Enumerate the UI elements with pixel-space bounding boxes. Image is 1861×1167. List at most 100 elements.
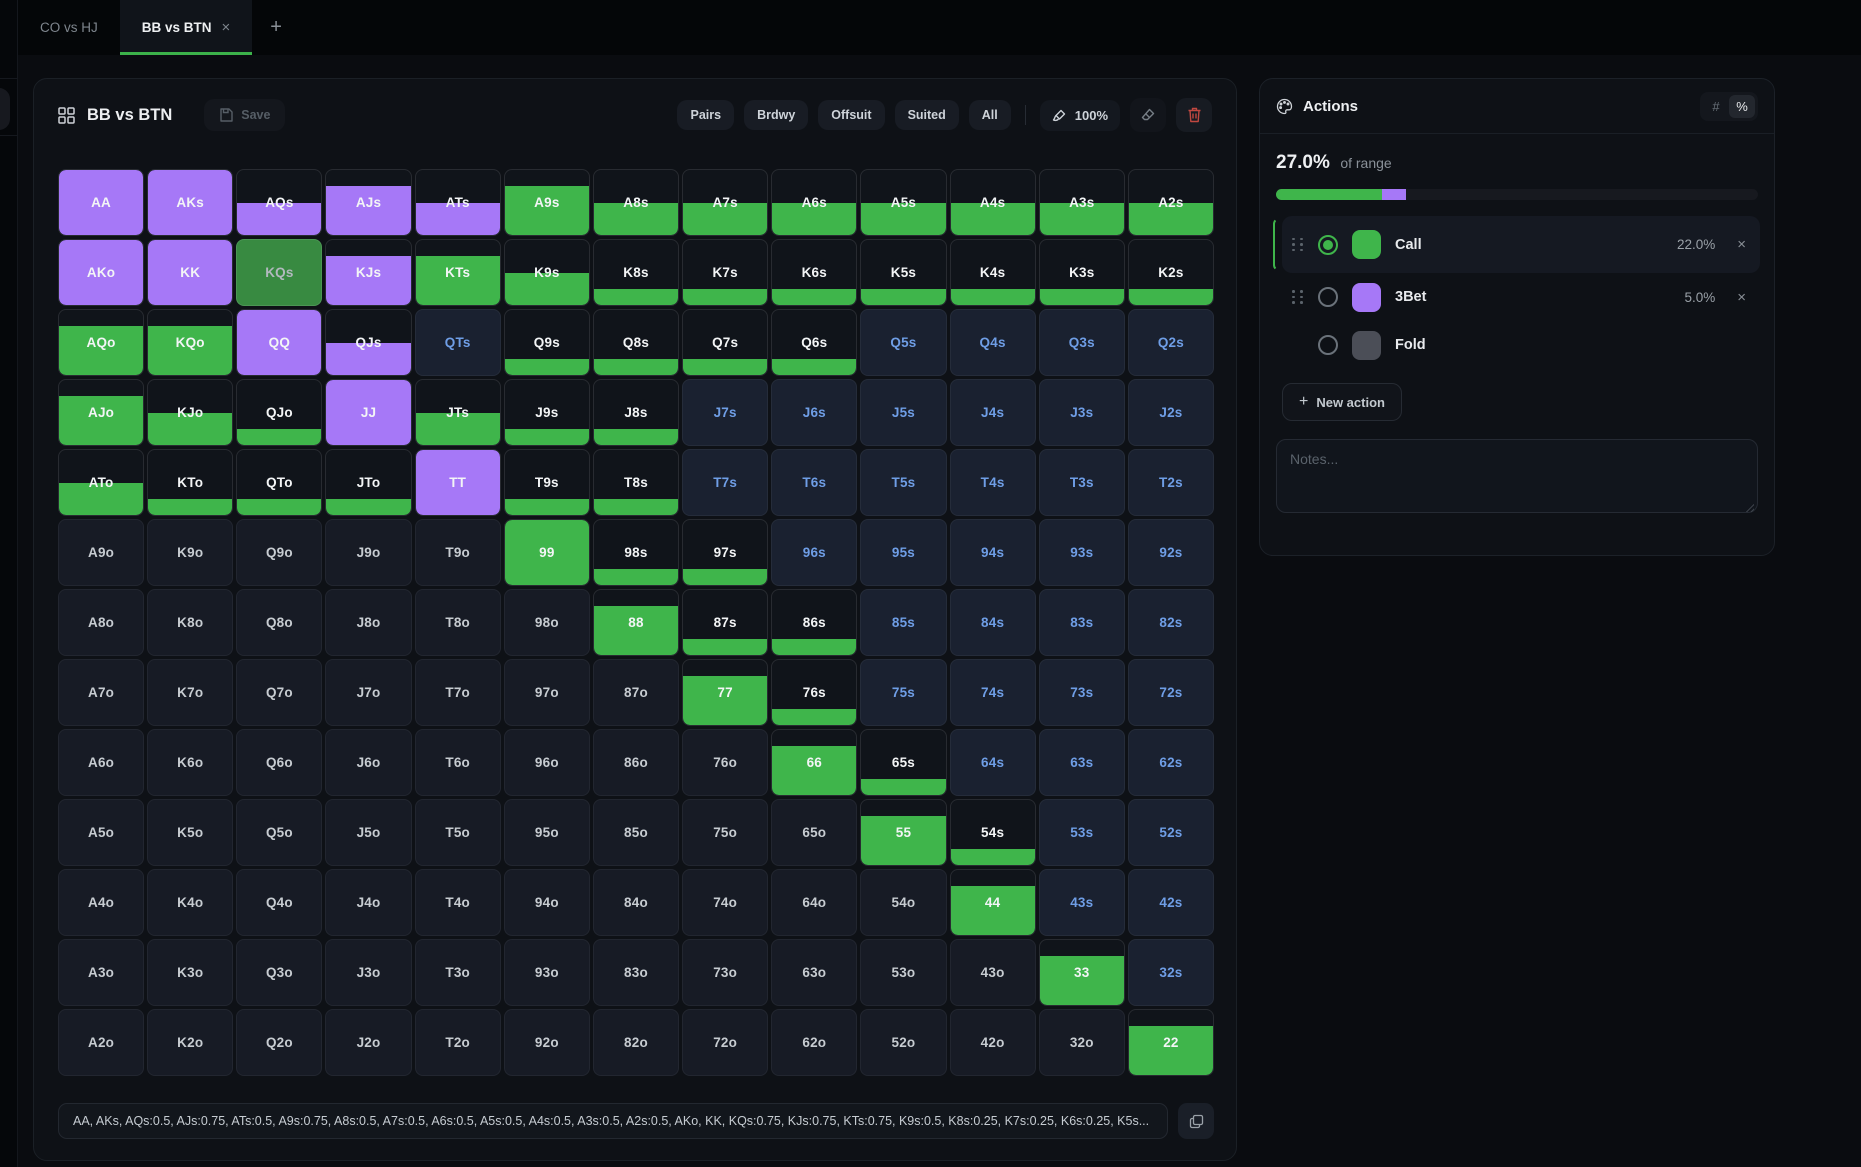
grid-cell-85o[interactable]: 85o xyxy=(593,799,679,866)
grid-cell-KQs[interactable]: KQs xyxy=(236,239,322,306)
grid-cell-54s[interactable]: 54s xyxy=(950,799,1036,866)
grid-cell-K5o[interactable]: K5o xyxy=(147,799,233,866)
grid-cell-Q5s[interactable]: Q5s xyxy=(860,309,946,376)
grid-cell-QQ[interactable]: QQ xyxy=(236,309,322,376)
grid-cell-T7s[interactable]: T7s xyxy=(682,449,768,516)
grid-cell-T4o[interactable]: T4o xyxy=(415,869,501,936)
eraser-button[interactable] xyxy=(1130,98,1166,132)
grid-cell-A3s[interactable]: A3s xyxy=(1039,169,1125,236)
grid-cell-83s[interactable]: 83s xyxy=(1039,589,1125,656)
grid-cell-Q4o[interactable]: Q4o xyxy=(236,869,322,936)
grid-cell-Q7o[interactable]: Q7o xyxy=(236,659,322,726)
grid-cell-82o[interactable]: 82o xyxy=(593,1009,679,1076)
paint-weight-button[interactable]: 100% xyxy=(1040,100,1120,131)
grid-cell-J5o[interactable]: J5o xyxy=(325,799,411,866)
grid-cell-K4s[interactable]: K4s xyxy=(950,239,1036,306)
grid-cell-62s[interactable]: 62s xyxy=(1128,729,1214,796)
grid-cell-63s[interactable]: 63s xyxy=(1039,729,1125,796)
grid-cell-65s[interactable]: 65s xyxy=(860,729,946,796)
grid-cell-94o[interactable]: 94o xyxy=(504,869,590,936)
grid-cell-K6o[interactable]: K6o xyxy=(147,729,233,796)
grid-cell-T9s[interactable]: T9s xyxy=(504,449,590,516)
grid-cell-TT[interactable]: TT xyxy=(415,449,501,516)
grid-cell-QJs[interactable]: QJs xyxy=(325,309,411,376)
grid-cell-AJo[interactable]: AJo xyxy=(58,379,144,446)
notes-input[interactable] xyxy=(1276,439,1758,513)
action-row-fold[interactable]: Fold xyxy=(1282,321,1760,369)
grid-cell-J6s[interactable]: J6s xyxy=(771,379,857,446)
grid-cell-75s[interactable]: 75s xyxy=(860,659,946,726)
grid-cell-62o[interactable]: 62o xyxy=(771,1009,857,1076)
grid-cell-87o[interactable]: 87o xyxy=(593,659,679,726)
copy-range-button[interactable] xyxy=(1178,1103,1214,1139)
grid-cell-84o[interactable]: 84o xyxy=(593,869,679,936)
grid-cell-65o[interactable]: 65o xyxy=(771,799,857,866)
grid-cell-A5s[interactable]: A5s xyxy=(860,169,946,236)
grid-cell-94s[interactable]: 94s xyxy=(950,519,1036,586)
grid-cell-83o[interactable]: 83o xyxy=(593,939,679,1006)
grid-cell-Q3o[interactable]: Q3o xyxy=(236,939,322,1006)
grid-cell-82s[interactable]: 82s xyxy=(1128,589,1214,656)
grid-cell-73o[interactable]: 73o xyxy=(682,939,768,1006)
grid-cell-K7s[interactable]: K7s xyxy=(682,239,768,306)
grid-cell-77[interactable]: 77 xyxy=(682,659,768,726)
grid-cell-22[interactable]: 22 xyxy=(1128,1009,1214,1076)
grid-cell-J4s[interactable]: J4s xyxy=(950,379,1036,446)
grid-cell-64s[interactable]: 64s xyxy=(950,729,1036,796)
grid-cell-93o[interactable]: 93o xyxy=(504,939,590,1006)
grid-cell-T2s[interactable]: T2s xyxy=(1128,449,1214,516)
grid-cell-A8o[interactable]: A8o xyxy=(58,589,144,656)
grid-cell-ATo[interactable]: ATo xyxy=(58,449,144,516)
grid-cell-A6o[interactable]: A6o xyxy=(58,729,144,796)
grid-cell-A4o[interactable]: A4o xyxy=(58,869,144,936)
range-string[interactable]: AA, AKs, AQs:0.5, AJs:0.75, ATs:0.5, A9s… xyxy=(58,1103,1168,1139)
grid-cell-64o[interactable]: 64o xyxy=(771,869,857,936)
grid-cell-J7s[interactable]: J7s xyxy=(682,379,768,446)
grid-cell-K7o[interactable]: K7o xyxy=(147,659,233,726)
grid-cell-43o[interactable]: 43o xyxy=(950,939,1036,1006)
grid-cell-KTs[interactable]: KTs xyxy=(415,239,501,306)
grid-cell-95o[interactable]: 95o xyxy=(504,799,590,866)
grid-cell-96s[interactable]: 96s xyxy=(771,519,857,586)
filter-all[interactable]: All xyxy=(969,100,1011,130)
grid-cell-Q3s[interactable]: Q3s xyxy=(1039,309,1125,376)
grid-cell-J9o[interactable]: J9o xyxy=(325,519,411,586)
grid-cell-96o[interactable]: 96o xyxy=(504,729,590,796)
grid-cell-T6o[interactable]: T6o xyxy=(415,729,501,796)
resize-handle-icon[interactable] xyxy=(1743,501,1754,512)
grid-cell-JJ[interactable]: JJ xyxy=(325,379,411,446)
filter-offsuit[interactable]: Offsuit xyxy=(818,100,884,130)
grid-cell-J3o[interactable]: J3o xyxy=(325,939,411,1006)
grid-cell-QTs[interactable]: QTs xyxy=(415,309,501,376)
grid-cell-J8s[interactable]: J8s xyxy=(593,379,679,446)
grid-cell-43s[interactable]: 43s xyxy=(1039,869,1125,936)
grid-cell-97o[interactable]: 97o xyxy=(504,659,590,726)
grid-cell-AQo[interactable]: AQo xyxy=(58,309,144,376)
grid-cell-93s[interactable]: 93s xyxy=(1039,519,1125,586)
grid-cell-A5o[interactable]: A5o xyxy=(58,799,144,866)
grid-cell-T6s[interactable]: T6s xyxy=(771,449,857,516)
grid-cell-74o[interactable]: 74o xyxy=(682,869,768,936)
grid-cell-KTo[interactable]: KTo xyxy=(147,449,233,516)
grid-cell-Q8o[interactable]: Q8o xyxy=(236,589,322,656)
grid-cell-95s[interactable]: 95s xyxy=(860,519,946,586)
grid-cell-A9s[interactable]: A9s xyxy=(504,169,590,236)
action-row-3bet[interactable]: 3Bet5.0%× xyxy=(1282,273,1760,321)
grid-cell-Q4s[interactable]: Q4s xyxy=(950,309,1036,376)
add-tab-button[interactable]: + xyxy=(252,0,300,55)
grid-cell-QJo[interactable]: QJo xyxy=(236,379,322,446)
grid-cell-86s[interactable]: 86s xyxy=(771,589,857,656)
grid-cell-A7s[interactable]: A7s xyxy=(682,169,768,236)
grid-cell-99[interactable]: 99 xyxy=(504,519,590,586)
remove-action-icon[interactable]: × xyxy=(1737,289,1746,306)
grid-cell-K6s[interactable]: K6s xyxy=(771,239,857,306)
action-color-swatch[interactable] xyxy=(1352,331,1381,360)
grid-cell-63o[interactable]: 63o xyxy=(771,939,857,1006)
grid-cell-54o[interactable]: 54o xyxy=(860,869,946,936)
grid-cell-J4o[interactable]: J4o xyxy=(325,869,411,936)
grid-cell-A8s[interactable]: A8s xyxy=(593,169,679,236)
grid-cell-85s[interactable]: 85s xyxy=(860,589,946,656)
grid-cell-K9s[interactable]: K9s xyxy=(504,239,590,306)
grid-cell-AQs[interactable]: AQs xyxy=(236,169,322,236)
new-action-button[interactable]: + New action xyxy=(1282,383,1402,421)
